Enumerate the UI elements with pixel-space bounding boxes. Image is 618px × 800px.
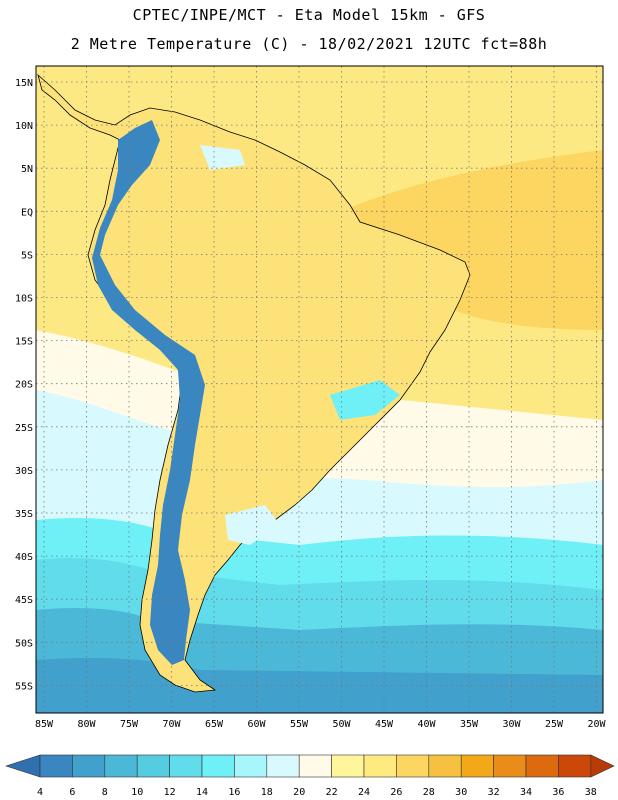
colorbar-label: 32 <box>488 787 500 798</box>
colorbar-label: 6 <box>69 787 75 798</box>
lon-label: 45W <box>375 719 394 730</box>
colorbar-swatch <box>169 754 203 778</box>
lon-label: 65W <box>205 719 224 730</box>
cool-patch-pampas <box>225 505 280 545</box>
colorbar-label: 30 <box>455 787 467 798</box>
colorbar-labels: 4 6 8 10 12 14 16 18 20 22 24 26 28 30 32 34 36 38 <box>37 787 597 798</box>
lat-label: 40S <box>15 552 33 563</box>
lon-label: 40W <box>417 719 436 730</box>
colorbar-label: 8 <box>102 787 108 798</box>
colorbar-swatch <box>72 754 106 778</box>
colorbar-swatch <box>298 754 332 778</box>
colorbar-swatch <box>104 754 138 778</box>
lat-label: 20S <box>15 380 33 391</box>
colorbar <box>5 754 615 778</box>
lat-label: 50S <box>15 638 33 649</box>
lat-label: 15S <box>15 337 33 348</box>
chart-title: CPTEC/INPE/MCT - Eta Model 15km - GFS <box>132 6 486 24</box>
lon-label: 35W <box>460 719 479 730</box>
lat-label: 10S <box>15 294 33 305</box>
colorbar-swatch <box>136 754 170 778</box>
latitude-labels: 15N 10N 5N EQ 5S 10S 15S 20S 25S 30S 35S 40S 45S 50S 5… <box>15 78 33 692</box>
map-frame <box>35 65 604 714</box>
colorbar-swatch <box>201 754 235 778</box>
colorbar-swatch <box>460 754 494 778</box>
andes-cold-ridge <box>92 120 205 665</box>
lat-label: 55S <box>15 681 33 692</box>
lon-label: 60W <box>247 719 266 730</box>
south-america-landmass <box>37 73 471 693</box>
chart-subtitle: 2 Metre Temperature (C) - 18/02/2021 12U… <box>70 35 548 53</box>
cool-patch-southeast-brazil <box>330 380 400 420</box>
colorbar-label: 38 <box>585 787 597 798</box>
colorbar-label: 16 <box>228 787 240 798</box>
cool-patch-venezuela <box>200 145 245 170</box>
colorbar-label: 34 <box>520 787 532 798</box>
lon-label: 50W <box>332 719 351 730</box>
map-field <box>36 66 603 713</box>
longitude-labels: 85W 80W 75W 70W 65W 60W 55W 50W 45W 40W 35W 30W 25W 2… <box>35 719 607 730</box>
colorbar-over-triangle <box>590 754 615 778</box>
colorbar-label: 4 <box>37 787 43 798</box>
lon-label: 25W <box>545 719 564 730</box>
lat-label: 5S <box>21 250 33 261</box>
colorbar-swatch <box>234 754 268 778</box>
lon-label: 30W <box>502 719 521 730</box>
lat-label: 45S <box>15 595 33 606</box>
lon-label: 85W <box>35 719 54 730</box>
colorbar-label: 10 <box>131 787 143 798</box>
lat-label: EQ <box>21 207 33 218</box>
ocean-band-26 <box>300 150 603 330</box>
colorbar-label: 14 <box>196 787 208 798</box>
colorbar-label: 18 <box>261 787 273 798</box>
colorbar-label: 24 <box>358 787 370 798</box>
lon-label: 75W <box>120 719 139 730</box>
lat-label: 10N <box>15 121 33 132</box>
colorbar-label: 28 <box>423 787 435 798</box>
colorbar-label: 36 <box>552 787 564 798</box>
colorbar-swatch <box>39 754 73 778</box>
lat-label: 25S <box>15 423 33 434</box>
lon-label: 55W <box>290 719 309 730</box>
colorbar-swatch <box>525 754 559 778</box>
colorbar-swatch <box>363 754 397 778</box>
colorbar-swatch <box>493 754 527 778</box>
lon-label: 20W <box>587 719 606 730</box>
colorbar-label: 26 <box>390 787 402 798</box>
colorbar-swatch <box>428 754 462 778</box>
lon-label: 80W <box>77 719 96 730</box>
lat-label: 15N <box>15 78 33 89</box>
colorbar-swatch <box>266 754 300 778</box>
colorbar-label: 22 <box>326 787 338 798</box>
lat-label: 35S <box>15 509 33 520</box>
lat-label: 5N <box>21 164 33 175</box>
colorbar-label: 12 <box>164 787 176 798</box>
colorbar-swatch <box>396 754 430 778</box>
colorbar-swatch <box>331 754 365 778</box>
colorbar-under-triangle <box>5 754 41 778</box>
lon-label: 70W <box>162 719 181 730</box>
lat-label: 30S <box>15 466 33 477</box>
colorbar-swatch <box>558 754 592 778</box>
colorbar-label: 20 <box>293 787 305 798</box>
